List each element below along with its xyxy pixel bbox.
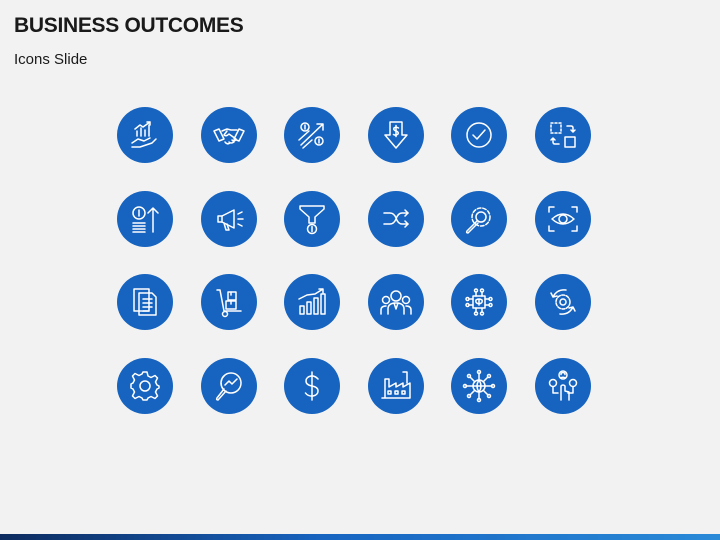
hand-touch-people-icon [534,358,591,415]
shuffle-icon [367,190,424,247]
dollar-sign-icon [284,358,341,415]
download-dollar-icon [367,107,424,163]
dollar-growth-arrows-icon [284,107,341,163]
dollar-coins-up-icon [117,190,173,247]
growth-hand-icon [117,107,173,163]
magnifier-analytics-icon [200,358,257,415]
handshake-icon [200,107,257,163]
slide-subtitle: Icons Slide [14,51,88,68]
wrench-gear-icon [451,190,508,247]
hand-truck-boxes-icon [200,274,257,331]
bar-chart-growth-icon [284,274,341,331]
documents-icon [117,274,173,331]
eye-focus-icon [534,190,591,247]
gear-cycle-icon [534,274,591,331]
funnel-dollar-icon [284,190,341,247]
global-network-icon [451,358,508,415]
gear-icon [117,358,173,415]
factory-icon [367,358,424,415]
transform-squares-icon [534,107,591,163]
megaphone-icon [200,190,257,247]
icon-grid [117,107,605,435]
slide-title: BUSINESS OUTCOMES [14,14,244,37]
brain-chip-icon [451,274,508,331]
footer-bar [0,534,720,540]
check-circle-icon [451,107,508,163]
team-icon [367,274,424,331]
